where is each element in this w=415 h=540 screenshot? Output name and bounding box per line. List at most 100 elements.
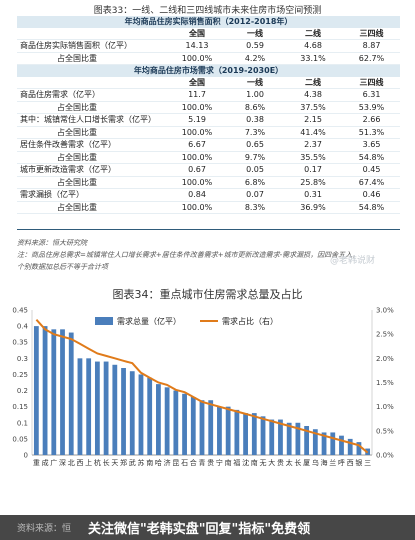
bar <box>51 329 57 455</box>
y-right-tick-label: 2.5% <box>376 331 394 339</box>
table-cell: 100.0% <box>167 101 227 114</box>
bar <box>356 442 362 455</box>
x-tick-label: 石 <box>181 459 188 467</box>
x-tick-label: 沈 <box>242 458 249 467</box>
table-row: 居住条件改善需求（亿平） 6.67 0.65 2.37 3.65 <box>17 138 401 152</box>
table-cell: 0.46 <box>343 188 401 202</box>
x-tick-label: 青 <box>199 458 206 467</box>
y-left-tick-label: 0.35 <box>12 339 28 347</box>
table-row: 商品住房实际销售面积（亿平） 14.13 0.59 4.68 8.87 <box>17 39 401 53</box>
x-tick-label: 广 <box>50 458 57 467</box>
bar <box>312 429 318 455</box>
bar <box>42 326 48 455</box>
x-tick-label: 乌 <box>312 458 319 467</box>
table-row: 商品住房需求（亿平） 11.7 1.00 4.38 6.31 <box>17 88 401 102</box>
y-right-tick-label: 3.0% <box>376 307 394 315</box>
x-tick-label: 西 <box>76 459 83 467</box>
bar <box>234 409 240 455</box>
x-tick-label: 昆 <box>172 459 179 467</box>
bar <box>103 361 109 455</box>
table-row: 占全国比重 100.0% 6.8% 25.8% 67.4% <box>17 176 401 189</box>
x-tick-label: 成 <box>42 458 49 467</box>
table-row: 占全国比重 100.0% 4.2% 33.1% 62.7% <box>17 52 401 65</box>
bar <box>121 368 126 455</box>
bar <box>156 384 161 455</box>
x-tick-label: 长 <box>103 458 110 467</box>
chart34-title: 图表34：重点城市住房需求总量及占比 <box>112 288 303 301</box>
table-cell: 37.5% <box>283 101 343 114</box>
row-label: 占全国比重 <box>17 151 167 164</box>
bar <box>68 332 74 455</box>
bar <box>278 419 283 455</box>
table-cell: 2.37 <box>283 138 343 152</box>
table-cell: 0.45 <box>343 163 401 177</box>
table-cell: 7.3% <box>227 126 283 139</box>
table-cell: 51.3% <box>343 126 401 139</box>
bar <box>173 390 179 455</box>
bar <box>243 413 248 455</box>
table-cell: 8.6% <box>227 101 283 114</box>
x-tick-label: 贵 <box>207 458 214 467</box>
column-header: 二线 <box>283 76 343 89</box>
y-left-tick-label: 0.45 <box>12 307 28 315</box>
table-cell: 25.8% <box>283 176 343 189</box>
bar <box>94 361 100 455</box>
table-cell: 0.59 <box>227 39 283 53</box>
table-cell: 2.66 <box>343 113 401 127</box>
table-cell: 8.87 <box>343 39 401 53</box>
table-cell: 41.4% <box>283 126 343 139</box>
table-row: 占全国比重 100.0% 7.3% 41.4% 51.3% <box>17 126 401 139</box>
table-cell: 4.68 <box>283 39 343 53</box>
x-tick-label: 兰 <box>329 458 336 467</box>
table-cell: 54.8% <box>343 151 401 164</box>
table-row: 其中：城镇常住人口增长需求（亿平） 5.19 0.38 2.15 2.66 <box>17 113 401 127</box>
y-left-tick-label: 0.25 <box>12 371 28 379</box>
bar <box>321 432 327 455</box>
table-cell: 4.38 <box>283 88 343 102</box>
x-tick-label: 天 <box>111 459 118 467</box>
table33-header-row: 全国 一线 二线 三四线 <box>17 27 401 40</box>
table-row: 占全国比重 100.0% 9.7% 35.5% 54.8% <box>17 151 401 164</box>
x-tick-label: 济 <box>164 458 171 467</box>
legend-bar-swatch <box>95 317 113 325</box>
bar <box>182 393 187 455</box>
table-cell: 0.65 <box>227 138 283 152</box>
row-label: 占全国比重 <box>17 201 167 214</box>
x-tick-label: 厦 <box>303 459 310 467</box>
bar <box>251 413 257 455</box>
x-tick-label: 太 <box>286 458 293 467</box>
table33-section: 年均商品住房市场需求（2019-2030E） <box>17 64 401 77</box>
row-label: 居住条件改善需求（亿平） <box>17 138 167 152</box>
x-tick-label: 郑 <box>120 459 127 467</box>
section-label: 年均商品住房市场需求（2019-2030E） <box>17 64 401 77</box>
table33-bottom-rule <box>17 229 400 230</box>
table-cell: 62.7% <box>343 52 401 65</box>
x-tick-label: 无 <box>260 459 267 467</box>
x-tick-label: 南 <box>225 458 232 467</box>
share-line <box>35 319 369 454</box>
table-cell: 14.13 <box>167 39 227 53</box>
column-header: 全国 <box>167 76 227 89</box>
table-cell: 0.07 <box>227 188 283 202</box>
y-left-tick-label: 0.15 <box>12 403 28 411</box>
x-tick-label: 南 <box>251 458 258 467</box>
y-left-tick-label: 0 <box>24 452 28 460</box>
row-label: 占全国比重 <box>17 176 167 189</box>
table-cell: 35.5% <box>283 151 343 164</box>
x-tick-label: 长 <box>294 458 301 467</box>
banner-text: 关注微信"老韩实盘"回复"指标"免费领 <box>88 522 311 537</box>
x-tick-label: 宁 <box>216 458 223 467</box>
table-cell: 5.19 <box>167 113 227 127</box>
table-cell: 100.0% <box>167 201 227 214</box>
y-left-tick-label: 0.05 <box>12 435 28 443</box>
column-header <box>17 76 167 89</box>
column-header <box>17 27 167 40</box>
bar <box>295 422 301 455</box>
column-header: 一线 <box>227 76 283 89</box>
x-tick-label: 北 <box>68 459 75 467</box>
bar <box>129 371 135 455</box>
table-row: 占全国比重 100.0% 8.3% 36.9% 54.8% <box>17 201 401 214</box>
table33-source: 资料来源：恒大研究院 <box>17 239 87 247</box>
row-label: 占全国比重 <box>17 52 167 65</box>
bar <box>339 435 344 455</box>
